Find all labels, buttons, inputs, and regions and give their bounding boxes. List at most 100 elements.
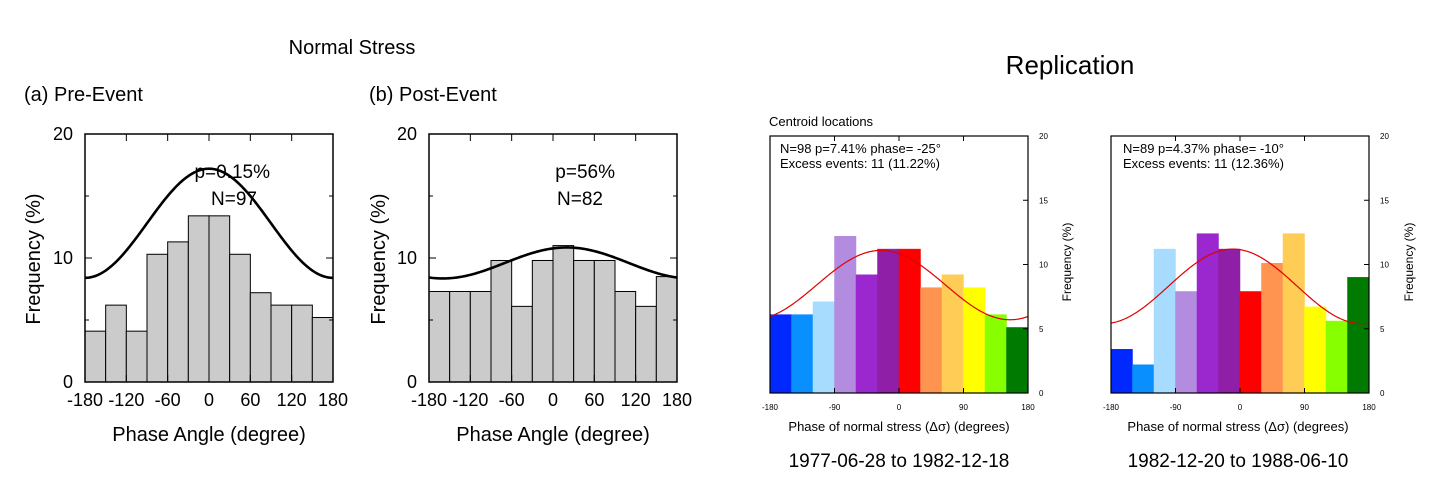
histogram-bar [1110,349,1133,394]
panel-c-y-axis-label: Frequency (%) [1060,223,1074,302]
y-tick-label: 20 [53,124,73,144]
x-tick-label: 180 [662,390,692,410]
y-tick-label: 0 [1039,389,1044,398]
histogram-bar [229,253,251,383]
y-tick-label: 0 [407,372,417,392]
histogram-bar [469,290,492,383]
histogram-bar [593,259,616,383]
x-tick-label: 0 [204,390,214,410]
panel-c-bars [769,235,1029,394]
panel-c-x-axis-label: Phase of normal stress (Δσ) (degrees) [788,419,1009,434]
histogram-bar [984,314,1007,394]
histogram-bar [1261,262,1284,394]
histogram-bar [812,301,835,394]
histogram-bar [1325,320,1348,394]
histogram-bar [920,287,943,394]
x-tick-label: -60 [499,390,525,410]
x-tick-label: 90 [959,403,968,412]
x-tick-label: 60 [240,390,260,410]
panel-b-p-value: p=56% [555,162,615,183]
panel-b-subtitle: (b) Post-Event [369,84,497,106]
y-tick-label: 15 [1380,196,1389,205]
histogram-bar [208,215,231,383]
histogram-bar [531,259,554,383]
panel-b-fit-curve [428,246,678,280]
panel-c-fit-curve [769,249,1029,321]
histogram-bar [270,304,293,383]
histogram-bar [855,274,878,394]
x-tick-label: -180 [67,390,103,410]
histogram-bar [105,304,127,383]
histogram-bar [834,235,857,394]
histogram-bar [614,290,637,383]
y-tick-label: 10 [1380,261,1389,270]
histogram-bar [1347,277,1370,394]
x-tick-label: 120 [621,390,651,410]
panel-d-y-axis-label: Frequency (%) [1402,223,1416,302]
histogram-bar [1132,364,1155,394]
histogram-bar [1282,233,1305,394]
right-figure-title: Replication [1006,50,1135,80]
x-tick-label: -90 [1170,403,1182,412]
histogram-bar [941,274,964,394]
x-tick-label: 60 [584,390,604,410]
centroid-locations-label: Centroid locations [769,114,874,129]
panel-a-ticks: -180 -120 -60 0 60 120 180 0 10 20 [53,124,348,410]
x-tick-label: 0 [897,403,902,412]
panel-d-date-range: 1982-12-20 to 1988-06-10 [1128,451,1349,472]
y-tick-label: 5 [1380,325,1385,334]
panel-d-ticks: -180 -90 0 90 180 0 5 10 15 20 [1103,132,1389,412]
histogram-bar [125,330,148,383]
panel-d-excess-events: Excess events: 11 (12.36%) [1123,156,1284,171]
y-tick-label: 0 [63,372,73,392]
histogram-bar [1196,233,1219,394]
histogram-bar [146,253,169,383]
x-tick-label: -120 [108,390,144,410]
histogram-bar [1153,248,1176,394]
x-tick-label: -180 [1103,403,1120,412]
y-tick-label: 20 [397,124,417,144]
panel-b-bars [428,245,678,383]
histogram-bar [791,314,814,394]
x-tick-label: 0 [548,390,558,410]
histogram-bar [1239,291,1262,394]
x-tick-label: 120 [277,390,307,410]
panel-d-bars [1110,233,1370,394]
histogram-bar [167,241,189,383]
left-figure-title: Normal Stress [289,37,416,59]
panel-a-bars [84,215,334,383]
chart-panel-d: -180 -90 0 90 180 0 5 10 15 20 N=89 p=4.37% phase… [1103,132,1416,472]
histogram-bar [552,245,575,383]
panel-a-subtitle: (a) Pre-Event [24,84,143,106]
y-tick-label: 10 [1039,261,1048,270]
x-tick-label: 90 [1300,403,1309,412]
x-tick-label: 0 [1238,403,1243,412]
histogram-bar [877,248,900,394]
x-tick-label: 180 [1362,403,1376,412]
y-tick-label: 10 [53,248,73,268]
histogram-bar [249,292,272,383]
histogram-bar [1175,291,1198,394]
chart-panel-c: -180 -90 0 90 180 0 5 10 15 20 N=98 p=7.41% phase… [762,132,1074,472]
histogram-bar [635,305,657,383]
x-tick-label: -90 [829,403,841,412]
x-tick-label: -120 [452,390,488,410]
histogram-bar [898,248,921,394]
y-tick-label: 20 [1380,132,1389,141]
histogram-bar [490,259,513,383]
panel-a-fit-curve [84,167,334,280]
y-tick-label: 20 [1039,132,1048,141]
histogram-bar [573,259,595,383]
y-tick-label: 15 [1039,196,1048,205]
panel-b-y-axis-label: Frequency (%) [368,193,390,324]
x-tick-label: -180 [411,390,447,410]
histogram-bar [311,317,334,383]
panel-b-ticks: -180 -120 -60 0 60 120 180 0 10 20 [397,124,692,410]
histogram-bar [1218,248,1241,394]
panel-b-x-axis-label: Phase Angle (degree) [456,424,649,446]
chart-panel-a: (a) Pre-Event -180 -120 -60 0 60 120 18001020 … [23,84,348,446]
histogram-bar [84,330,107,383]
panel-c-date-range: 1977-06-28 to 1982-12-18 [789,451,1010,472]
histogram-bar [291,304,313,383]
